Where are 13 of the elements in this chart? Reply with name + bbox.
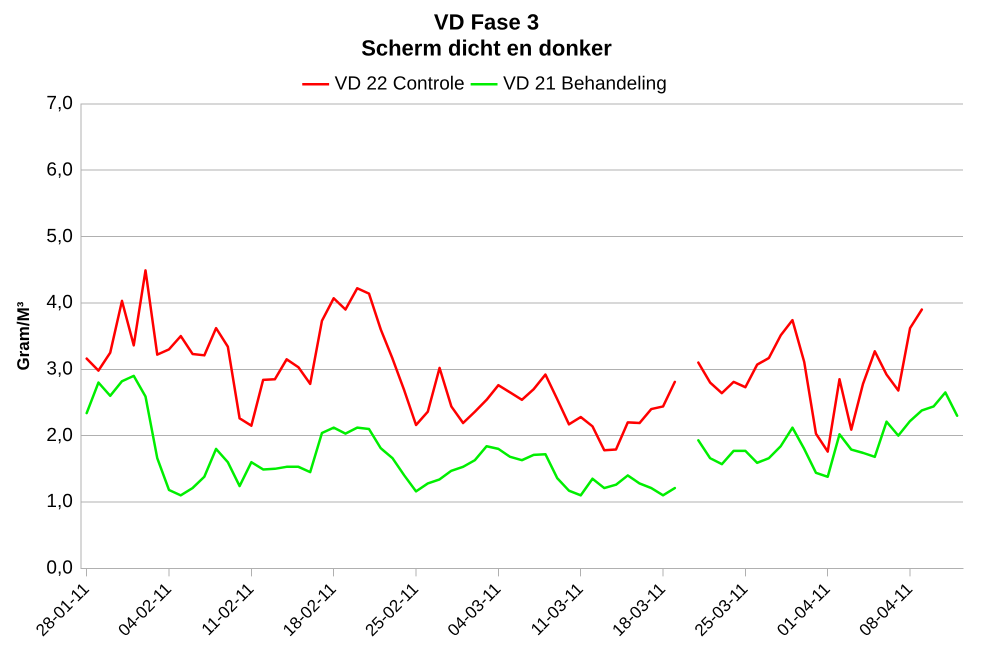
y-tick-label: 0,0 xyxy=(46,558,73,579)
chart-title: VD Fase 3 xyxy=(434,9,540,34)
y-tick-label: 3,0 xyxy=(46,358,73,380)
legend-label: VD 22 Controle xyxy=(334,74,465,95)
y-tick-label: 5,0 xyxy=(46,226,73,247)
y-axis-title: Gram/M³ xyxy=(14,301,33,371)
legend-label: VD 21 Behandeling xyxy=(503,74,667,95)
y-tick-label: 2,0 xyxy=(46,424,73,446)
y-tick-label: 1,0 xyxy=(46,491,73,512)
y-tick-label: 4,0 xyxy=(46,292,73,314)
y-tick-label: 7,0 xyxy=(46,93,73,114)
y-tick-label: 6,0 xyxy=(46,159,73,180)
chart-subtitle: Scherm dicht en donker xyxy=(361,36,612,61)
